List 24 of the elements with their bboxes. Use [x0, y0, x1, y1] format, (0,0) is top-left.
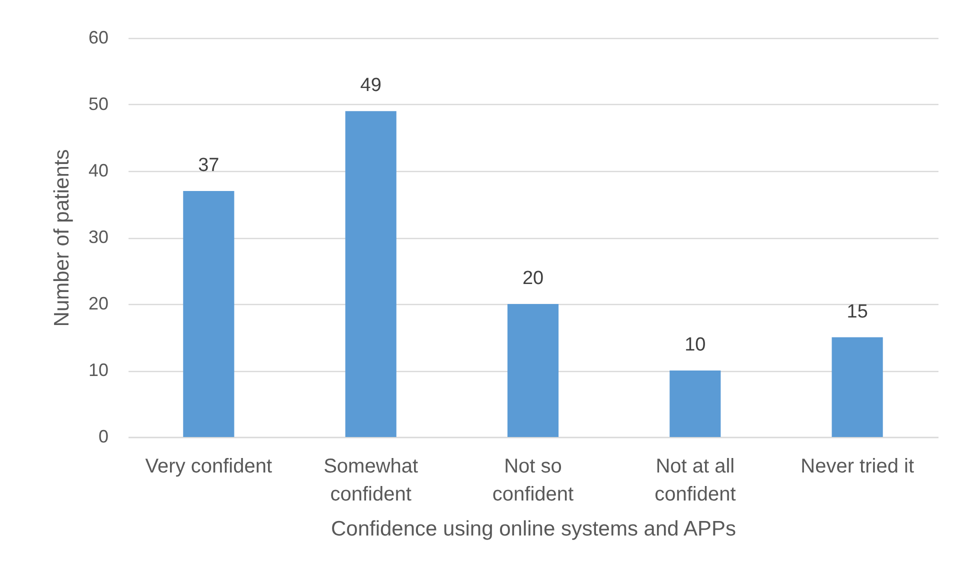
y-tick-label: 10 — [88, 360, 108, 380]
x-tick-label: Never tried it — [800, 456, 914, 478]
data-label: 20 — [522, 268, 544, 289]
x-tick-label: Very confident — [145, 456, 272, 478]
data-label: 10 — [684, 334, 706, 356]
y-tick-label: 0 — [98, 426, 108, 446]
data-label: 37 — [198, 154, 220, 176]
data-label: 15 — [846, 301, 868, 322]
bar — [183, 190, 234, 437]
y-tick-label: 50 — [88, 94, 108, 114]
bar — [670, 370, 721, 437]
x-tick-label: Not at all confident — [654, 456, 736, 506]
y-tick-label: 40 — [88, 160, 108, 180]
y-tick-label: 20 — [88, 294, 108, 314]
y-tick-label: 60 — [88, 28, 108, 48]
bar — [507, 304, 559, 437]
x-axis-title: Confidence using online systems and APPs — [330, 518, 736, 540]
data-label: 49 — [360, 75, 382, 96]
bar — [345, 111, 396, 437]
bar — [832, 337, 883, 437]
x-tick-label: Not so confident — [492, 456, 574, 506]
y-tick-label: 30 — [88, 227, 108, 247]
y-axis-title: Number of patients — [50, 149, 74, 327]
x-tick-label: Somewhat confident — [324, 456, 419, 506]
